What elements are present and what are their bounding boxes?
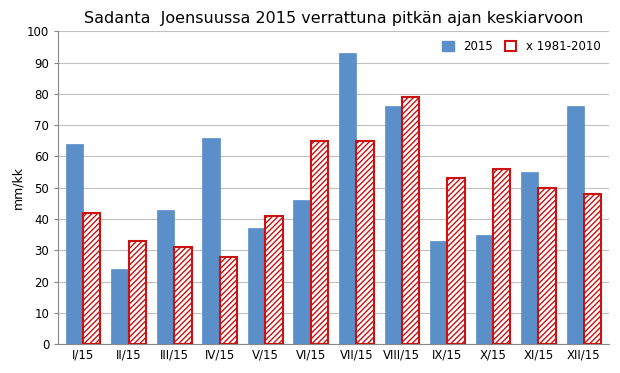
Bar	[447, 178, 464, 344]
Bar	[174, 247, 192, 344]
Bar	[430, 241, 447, 344]
Bar	[538, 188, 556, 344]
Bar	[384, 106, 402, 344]
Bar	[203, 138, 219, 344]
Bar	[356, 141, 374, 344]
Bar	[219, 257, 237, 344]
Y-axis label: mm/kk: mm/kk	[11, 166, 24, 209]
Title: Sadanta  Joensuussa 2015 verrattuna pitkän ajan keskiarvoon: Sadanta Joensuussa 2015 verrattuna pitkä…	[84, 11, 583, 26]
Bar	[538, 188, 556, 344]
Bar	[129, 241, 146, 344]
Bar	[265, 216, 283, 344]
Bar	[356, 141, 374, 344]
Bar	[129, 241, 146, 344]
Bar	[339, 53, 356, 344]
Bar	[493, 169, 510, 344]
Bar	[311, 141, 328, 344]
Bar	[567, 106, 584, 344]
Bar	[174, 247, 192, 344]
Bar	[476, 235, 493, 344]
Bar	[157, 210, 174, 344]
Bar	[219, 257, 237, 344]
Bar	[66, 144, 83, 344]
Bar	[402, 97, 419, 344]
Bar	[584, 194, 601, 344]
Bar	[83, 213, 100, 344]
Legend: 2015, x 1981-2010: 2015, x 1981-2010	[440, 37, 603, 55]
Bar	[311, 141, 328, 344]
Bar	[248, 228, 265, 344]
Bar	[293, 200, 311, 344]
Bar	[83, 213, 100, 344]
Bar	[112, 269, 129, 344]
Bar	[521, 172, 538, 344]
Bar	[402, 97, 419, 344]
Bar	[584, 194, 601, 344]
Bar	[493, 169, 510, 344]
Bar	[265, 216, 283, 344]
Bar	[447, 178, 464, 344]
